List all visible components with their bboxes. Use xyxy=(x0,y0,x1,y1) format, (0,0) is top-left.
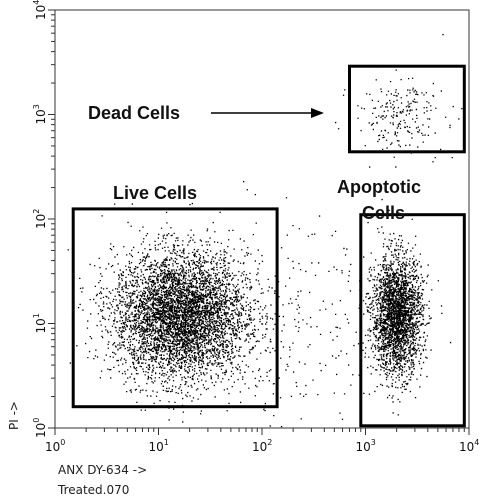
gate-live xyxy=(71,207,279,409)
y-axis-label: PI -> xyxy=(7,401,21,430)
live-cells-label: Live Cells xyxy=(113,183,197,203)
x-tick-label: 103 xyxy=(356,438,376,454)
x-axis-label: ANX DY-634 -> xyxy=(58,463,147,477)
apoptotic-label-line2: Cells xyxy=(362,203,405,223)
x-tick-label: 104 xyxy=(459,438,479,454)
y-tick-label: 100 xyxy=(32,418,48,438)
gate-apoptotic xyxy=(359,213,466,428)
plot-frame xyxy=(54,9,470,429)
x-tick-label: 101 xyxy=(149,438,169,454)
dead-cells-label: Dead Cells xyxy=(88,103,180,123)
y-tick-label: 102 xyxy=(32,209,48,229)
x-axis-ticks: 100 101 102 103 104 xyxy=(45,428,479,454)
gates-layer xyxy=(71,64,466,428)
y-tick-label: 101 xyxy=(32,313,48,333)
sample-label: Treated.070 xyxy=(57,483,129,497)
x-tick-label: 100 xyxy=(45,438,65,454)
y-tick-label: 103 xyxy=(32,104,48,124)
apoptotic-label-line1: Apoptotic xyxy=(337,177,421,197)
dead-cells-arrow xyxy=(211,108,324,118)
events-layer xyxy=(67,33,463,428)
event-dots xyxy=(67,33,463,428)
x-tick-label: 102 xyxy=(252,438,272,454)
gate-dead xyxy=(348,64,466,154)
y-axis-ticks: 100 101 102 103 104 xyxy=(32,0,55,438)
y-tick-label: 104 xyxy=(32,0,48,20)
